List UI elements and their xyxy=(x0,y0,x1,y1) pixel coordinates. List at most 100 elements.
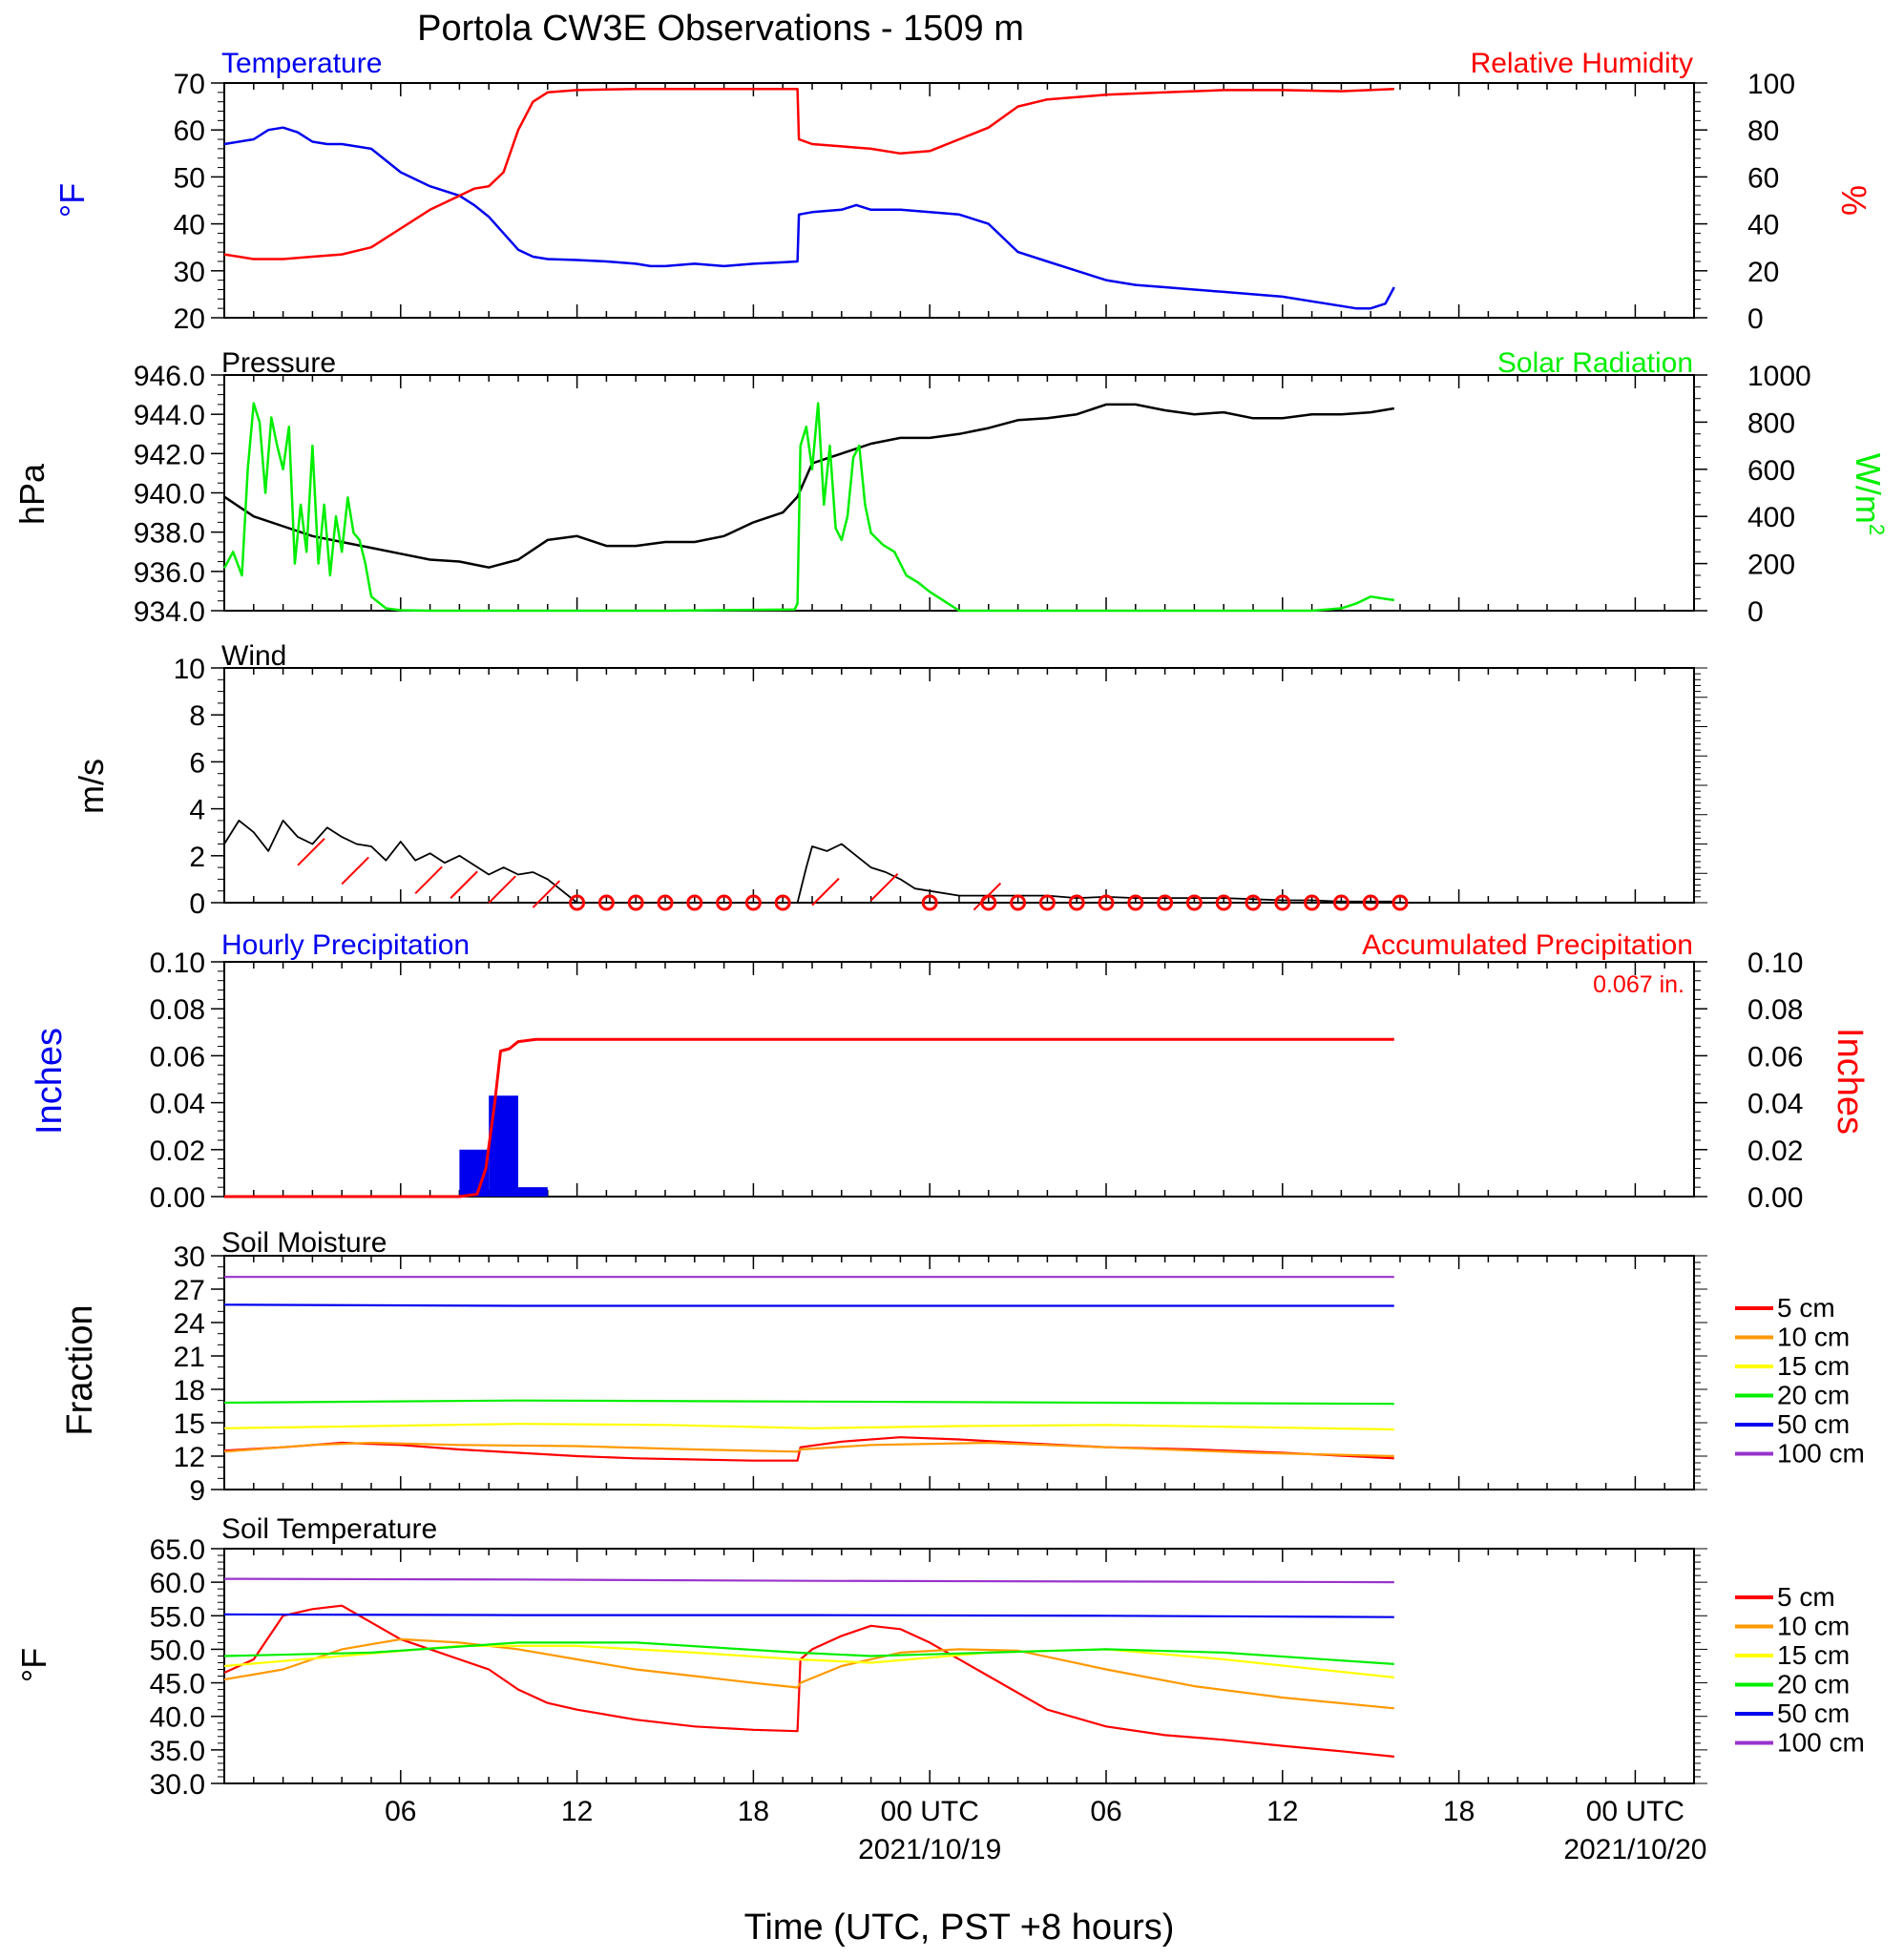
series-line-soil-temp-100cm xyxy=(223,1577,1394,1584)
series-line-soil-temp-50cm xyxy=(223,1613,1394,1618)
solar-title: Solar Radiation xyxy=(1497,347,1693,379)
precip-ylabel-right: Inches xyxy=(1830,1028,1870,1135)
calm-wind-marker xyxy=(597,894,615,911)
y-tick-label: 0.00 xyxy=(150,1182,205,1214)
y-tick-label: 30.0 xyxy=(150,1769,205,1801)
calm-wind-marker xyxy=(1157,894,1174,911)
y-tick-label: 9 xyxy=(189,1475,205,1507)
soil-moisture-legend-label: 100 cm xyxy=(1777,1439,1865,1469)
calm-wind-marker xyxy=(774,894,791,911)
soil-temp-legend-label: 10 cm xyxy=(1777,1612,1850,1641)
solar-ylabel: W/m2 xyxy=(1849,453,1889,535)
y-tick-label: 0.04 xyxy=(150,1089,205,1120)
y-tick-label: 0.04 xyxy=(1747,1089,1803,1120)
y-tick-label: 20 xyxy=(1747,257,1779,288)
soil-temp-legend-label: 15 cm xyxy=(1777,1640,1850,1670)
y-tick-label: 50.0 xyxy=(150,1635,205,1666)
y-tick-label: 600 xyxy=(1747,455,1795,487)
y-tick-label: 0.00 xyxy=(1747,1182,1803,1214)
wind-barb xyxy=(488,875,516,904)
y-tick-label: 0.06 xyxy=(150,1041,205,1073)
y-tick-label: 40 xyxy=(1747,210,1779,241)
wind-barb xyxy=(450,870,478,899)
y-tick-label: 12 xyxy=(174,1442,205,1473)
soil-temp-title: Soil Temperature xyxy=(221,1513,437,1545)
y-tick-label: 200 xyxy=(1747,550,1795,581)
calm-wind-marker xyxy=(1362,894,1379,911)
calm-wind-marker xyxy=(1098,894,1115,911)
y-tick-label: 15 xyxy=(174,1408,205,1440)
soil-temp-legend-label: 100 cm xyxy=(1777,1728,1865,1758)
soil-temp-ylabel: °F xyxy=(14,1648,53,1682)
x-date-label: 2021/10/20 xyxy=(1563,1834,1706,1865)
accum-precip-total: 0.067 in. xyxy=(1593,971,1684,998)
y-tick-label: 0 xyxy=(189,888,205,920)
y-tick-label: 60 xyxy=(1747,162,1779,194)
calm-wind-marker xyxy=(1127,894,1144,911)
y-tick-label: 60.0 xyxy=(150,1568,205,1599)
y-tick-label: 0.08 xyxy=(1747,994,1803,1026)
soil-moisture-ylabel: Fraction xyxy=(60,1304,100,1435)
hourly-precip-title: Hourly Precipitation xyxy=(221,929,470,961)
precip-bar xyxy=(518,1187,548,1197)
series-line-soil-moisture-50cm xyxy=(223,1303,1394,1307)
panel-frame-2 xyxy=(223,667,1695,904)
series-line-wind xyxy=(223,820,1394,904)
y-tick-label: 946.0 xyxy=(134,361,205,392)
soil-temp-legend-label: 50 cm xyxy=(1777,1698,1850,1728)
y-tick-label: 934.0 xyxy=(134,596,205,628)
y-tick-label: 24 xyxy=(174,1308,205,1340)
pressure-ylabel: hPa xyxy=(12,463,52,525)
x-tick-label: 18 xyxy=(738,1796,769,1827)
soil-moisture-title: Soil Moisture xyxy=(221,1227,387,1259)
calm-wind-marker xyxy=(1068,894,1085,911)
y-tick-label: 940.0 xyxy=(134,479,205,511)
y-tick-label: 2 xyxy=(189,842,205,873)
y-tick-label: 65.0 xyxy=(150,1534,205,1566)
y-tick-label: 0.10 xyxy=(1747,948,1803,979)
soil-moisture-legend-label: 20 cm xyxy=(1777,1381,1850,1410)
y-tick-label: 30 xyxy=(174,257,205,288)
y-tick-label: 40.0 xyxy=(150,1702,205,1734)
x-tick-label: 12 xyxy=(1266,1796,1298,1827)
calm-wind-marker xyxy=(1304,894,1321,911)
y-tick-label: 0.06 xyxy=(1747,1041,1803,1073)
panel-frame-5 xyxy=(223,1548,1695,1784)
temp-ylabel: °F xyxy=(52,183,92,218)
wind-ylabel: m/s xyxy=(72,759,111,814)
y-tick-label: 35.0 xyxy=(150,1736,205,1767)
series-line-temperature xyxy=(223,126,1395,310)
y-tick-label: 800 xyxy=(1747,407,1795,439)
y-tick-label: 400 xyxy=(1747,502,1795,533)
calm-wind-marker xyxy=(744,894,762,911)
y-tick-label: 6 xyxy=(189,747,205,779)
x-tick-label: 06 xyxy=(385,1796,416,1827)
series-line-soil-temp-20cm xyxy=(223,1641,1394,1665)
wind-title: Wind xyxy=(221,640,286,672)
calm-wind-marker xyxy=(1391,894,1409,911)
y-tick-label: 1000 xyxy=(1747,361,1811,392)
y-tick-label: 4 xyxy=(189,795,205,826)
y-tick-label: 20 xyxy=(174,303,205,335)
calm-wind-marker xyxy=(1215,894,1232,911)
soil-moisture-legend-label: 10 cm xyxy=(1777,1323,1850,1352)
precip-ylabel-left: Inches xyxy=(30,1028,70,1135)
x-tick-label: 00 UTC xyxy=(1586,1796,1684,1827)
panel-frame-3 xyxy=(223,961,1695,1198)
y-tick-label: 936.0 xyxy=(134,557,205,589)
soil-temp-legend-label: 5 cm xyxy=(1777,1582,1835,1612)
y-tick-label: 50 xyxy=(174,162,205,194)
calm-wind-marker xyxy=(921,894,938,911)
y-tick-label: 10 xyxy=(174,654,205,685)
humidity-title: Relative Humidity xyxy=(1471,48,1693,79)
y-tick-label: 0.02 xyxy=(150,1136,205,1167)
y-tick-label: 27 xyxy=(174,1275,205,1306)
calm-wind-marker xyxy=(569,894,586,911)
x-tick-label: 18 xyxy=(1443,1796,1475,1827)
calm-wind-marker xyxy=(1245,894,1262,911)
calm-wind-marker xyxy=(1274,894,1291,911)
panel-frame-1 xyxy=(223,374,1695,612)
soil-moisture-legend-label: 15 cm xyxy=(1777,1351,1850,1381)
calm-wind-marker xyxy=(1010,894,1027,911)
